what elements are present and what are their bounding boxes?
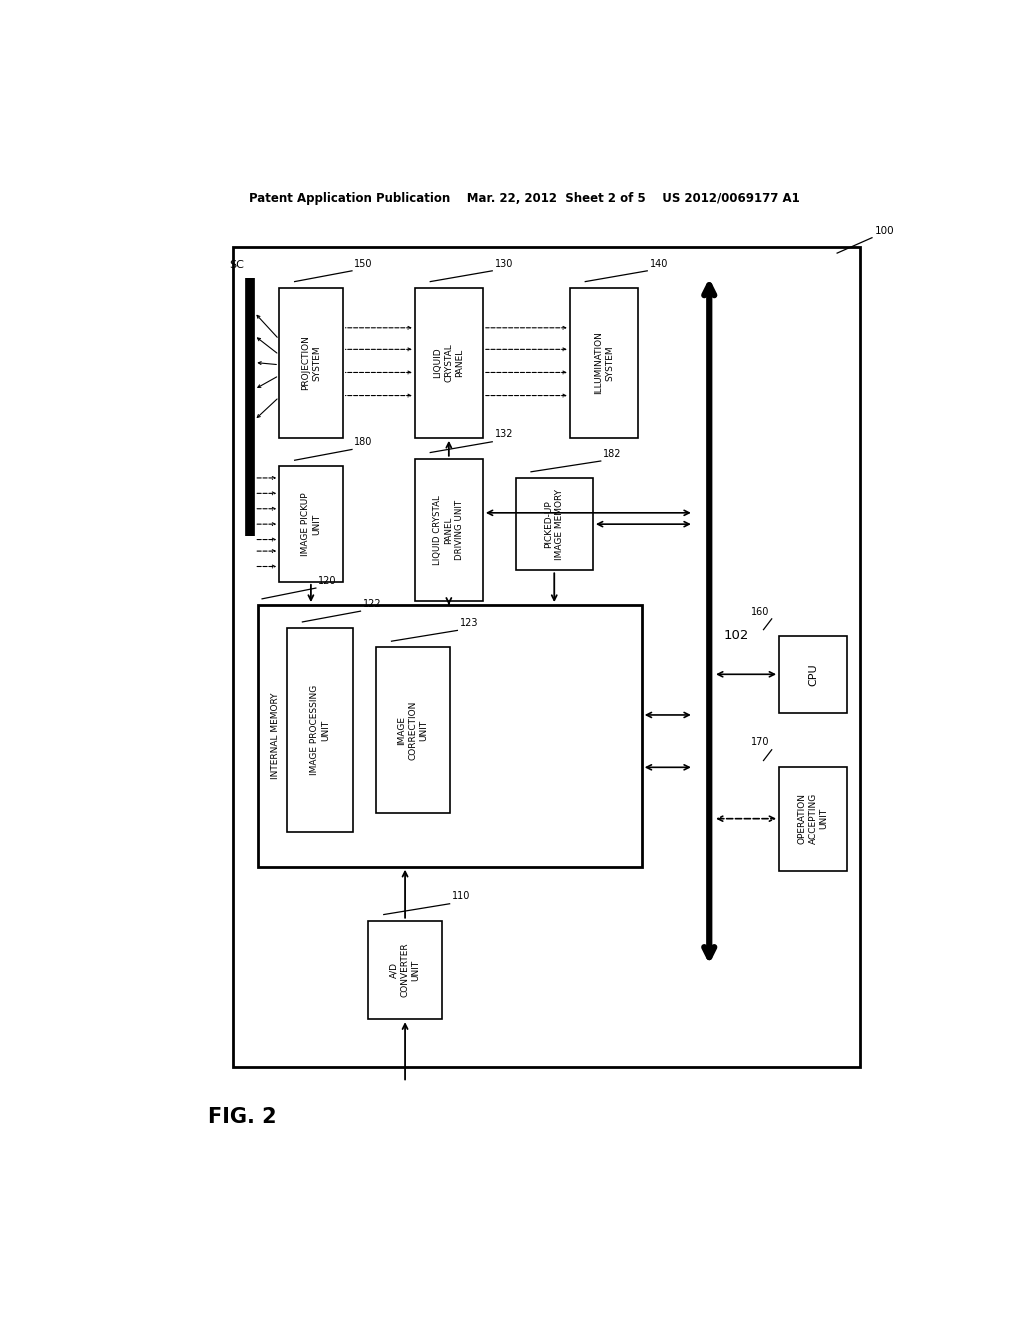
Bar [287,628,352,832]
Bar [779,767,847,871]
Text: PICKED-UP
IMAGE MEMORY: PICKED-UP IMAGE MEMORY [544,488,564,560]
Bar [376,647,450,813]
Bar [258,605,642,867]
Text: 180: 180 [354,437,373,447]
Text: ILLUMINATION
SYSTEM: ILLUMINATION SYSTEM [594,331,614,395]
Text: PROJECTION
SYSTEM: PROJECTION SYSTEM [301,335,321,391]
Bar [515,478,593,570]
Text: 110: 110 [452,891,470,902]
Text: LIQUID CRYSTAL
PANEL
DRIVING UNIT: LIQUID CRYSTAL PANEL DRIVING UNIT [433,495,465,565]
Bar [369,921,442,1019]
Text: 150: 150 [354,259,373,268]
Bar [280,288,343,438]
Text: OPERATION
ACCEPTING
UNIT: OPERATION ACCEPTING UNIT [798,793,828,845]
Bar [569,288,638,438]
Text: IMAGE PROCESSING
UNIT: IMAGE PROCESSING UNIT [310,685,330,775]
Text: 170: 170 [751,738,769,747]
Text: 123: 123 [460,618,478,628]
Text: 160: 160 [751,607,769,616]
Bar [280,466,343,582]
Text: 120: 120 [318,576,337,586]
Text: 182: 182 [603,449,622,459]
Text: 102: 102 [723,630,749,643]
Text: A/D
CONVERTER
UNIT: A/D CONVERTER UNIT [389,942,421,998]
Text: 140: 140 [649,259,668,268]
Text: 132: 132 [495,429,513,440]
Bar [232,247,860,1067]
Text: LIQUID
CRYSTAL
PANEL: LIQUID CRYSTAL PANEL [433,343,465,383]
Text: IMAGE
CORRECTION
UNIT: IMAGE CORRECTION UNIT [397,701,428,760]
Text: Patent Application Publication    Mar. 22, 2012  Sheet 2 of 5    US 2012/0069177: Patent Application Publication Mar. 22, … [250,191,800,205]
Bar [415,459,483,601]
Text: CPU: CPU [808,663,818,685]
Bar [779,636,847,713]
Text: IMAGE PICKUP
UNIT: IMAGE PICKUP UNIT [301,492,321,556]
Text: INTERNAL MEMORY: INTERNAL MEMORY [270,693,280,779]
Bar [415,288,483,438]
Text: 100: 100 [874,226,894,236]
Text: FIG. 2: FIG. 2 [209,1107,278,1127]
Text: 122: 122 [362,599,382,609]
Text: SC: SC [229,260,244,271]
Text: 130: 130 [495,259,513,268]
